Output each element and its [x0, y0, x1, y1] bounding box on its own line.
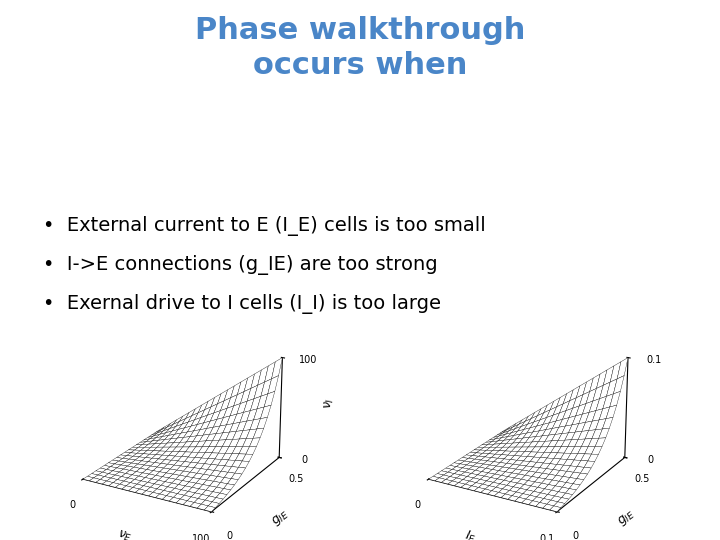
X-axis label: $I_E$: $I_E$ — [463, 528, 478, 540]
Text: •  I->E connections (g_IE) are too strong: • I->E connections (g_IE) are too strong — [43, 255, 438, 275]
Y-axis label: $g_{IE}$: $g_{IE}$ — [269, 507, 292, 529]
Text: Phase walkthrough
occurs when: Phase walkthrough occurs when — [195, 16, 525, 80]
Text: •  External current to E (I_E) cells is too small: • External current to E (I_E) cells is t… — [43, 216, 486, 236]
Text: •  Exernal drive to I cells (I_I) is too large: • Exernal drive to I cells (I_I) is too … — [43, 294, 441, 314]
Y-axis label: $g_{IE}$: $g_{IE}$ — [615, 507, 638, 529]
X-axis label: $\nu_E$: $\nu_E$ — [117, 529, 134, 540]
